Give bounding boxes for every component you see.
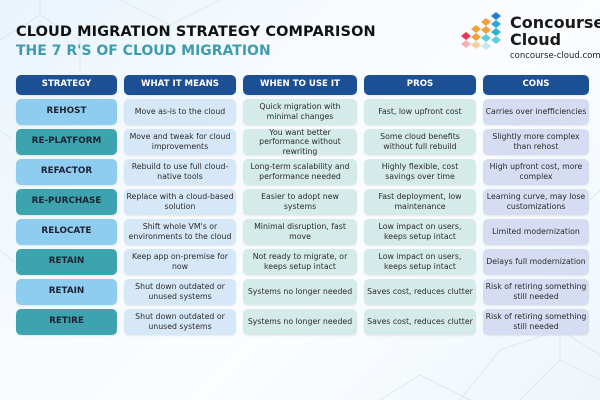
when-cell: Systems no longer needed: [243, 308, 357, 335]
when-cell: Minimal disruption, fast move: [243, 218, 357, 245]
pros-cell: Fast deployment, low maintenance: [364, 188, 476, 215]
cons-cell: Carries over inefficiencies: [483, 98, 589, 125]
when-cell: Long-term scalability and performance ne…: [243, 158, 357, 185]
logo-name: Concourse Cloud: [510, 13, 600, 49]
means-cell: Shut down outdated or unused systems: [124, 278, 236, 305]
pros-cell: Low impact on users, keeps setup intact: [364, 218, 476, 245]
strategy-cell: RE-PLATFORM: [16, 128, 117, 155]
when-cell: Quick migration with minimal changes: [243, 98, 357, 125]
column-header-what-it-means: WHAT IT MEANS: [124, 75, 236, 95]
column-header-strategy: STRATEGY: [16, 75, 117, 95]
cons-cell: Learning curve, may lose customizations: [483, 188, 589, 215]
table-row: RETAIN Shut down outdated or unused syst…: [16, 278, 590, 305]
table-row: RETIRE Shut down outdated or unused syst…: [16, 308, 590, 335]
column-header-when-to-use: WHEN TO USE IT: [243, 75, 357, 95]
means-cell: Keep app on-premise for now: [124, 248, 236, 275]
cons-cell: Slightly more complex than rehost: [483, 128, 589, 155]
comparison-table: STRATEGY WHAT IT MEANS WHEN TO USE IT PR…: [16, 75, 590, 339]
means-cell: Rebuild to use full cloud-native tools: [124, 158, 236, 185]
cons-cell: Delays full modernization: [483, 248, 589, 275]
cons-cell: High upfront cost, more complex: [483, 158, 589, 185]
table-header-row: STRATEGY WHAT IT MEANS WHEN TO USE IT PR…: [16, 75, 590, 95]
strategy-cell: RETAIN: [16, 278, 117, 305]
table-row: RETAIN Keep app on-premise for now Not r…: [16, 248, 590, 275]
when-cell: Systems no longer needed: [243, 278, 357, 305]
pros-cell: Highly flexible, cost savings over time: [364, 158, 476, 185]
pros-cell: Low impact on users, keeps setup intact: [364, 248, 476, 275]
means-cell: Shut down outdated or unused systems: [124, 308, 236, 335]
means-cell: Move as-is to the cloud: [124, 98, 236, 125]
pros-cell: Saves cost, reduces clutter: [364, 278, 476, 305]
means-cell: Move and tweak for cloud improvements: [124, 128, 236, 155]
column-header-pros: PROS: [364, 75, 476, 95]
strategy-cell: REHOST: [16, 98, 117, 125]
table-row: RE-PLATFORM Move and tweak for cloud imp…: [16, 128, 590, 156]
strategy-cell: RETIRE: [16, 308, 117, 335]
page-title: CLOUD MIGRATION STRATEGY COMPARISON: [16, 24, 376, 40]
diamond-grid-logo-icon: [461, 12, 501, 50]
pros-cell: Fast, low upfront cost: [364, 98, 476, 125]
when-cell: Easier to adopt new systems: [243, 188, 357, 215]
strategy-cell: RELOCATE: [16, 218, 117, 245]
when-cell: Not ready to migrate, or keeps setup int…: [243, 248, 357, 275]
cons-cell: Limited modernization: [483, 218, 589, 245]
table-row: RE-PURCHASE Replace with a cloud-based s…: [16, 188, 590, 215]
means-cell: Replace with a cloud-based solution: [124, 188, 236, 215]
page-subtitle: THE 7 R'S OF CLOUD MIGRATION: [16, 43, 271, 59]
strategy-cell: RE-PURCHASE: [16, 188, 117, 215]
strategy-cell: RETAIN: [16, 248, 117, 275]
pros-cell: Saves cost, reduces clutter: [364, 308, 476, 335]
company-logo: Concourse Cloud concourse-cloud.com: [454, 8, 600, 64]
table-row: REFACTOR Rebuild to use full cloud-nativ…: [16, 158, 590, 185]
strategy-cell: REFACTOR: [16, 158, 117, 185]
pros-cell: Some cloud benefits without full rebuild: [364, 128, 476, 155]
when-cell: You want better performance without rewr…: [243, 128, 357, 156]
cons-cell: Risk of retiring something still needed: [483, 308, 589, 335]
column-header-cons: CONS: [483, 75, 589, 95]
table-row: RELOCATE Shift whole VM's or environment…: [16, 218, 590, 245]
logo-url: concourse-cloud.com: [510, 51, 600, 61]
table-row: REHOST Move as-is to the cloud Quick mig…: [16, 98, 590, 125]
cons-cell: Risk of retiring something still needed: [483, 278, 589, 305]
means-cell: Shift whole VM's or environments to the …: [124, 218, 236, 245]
